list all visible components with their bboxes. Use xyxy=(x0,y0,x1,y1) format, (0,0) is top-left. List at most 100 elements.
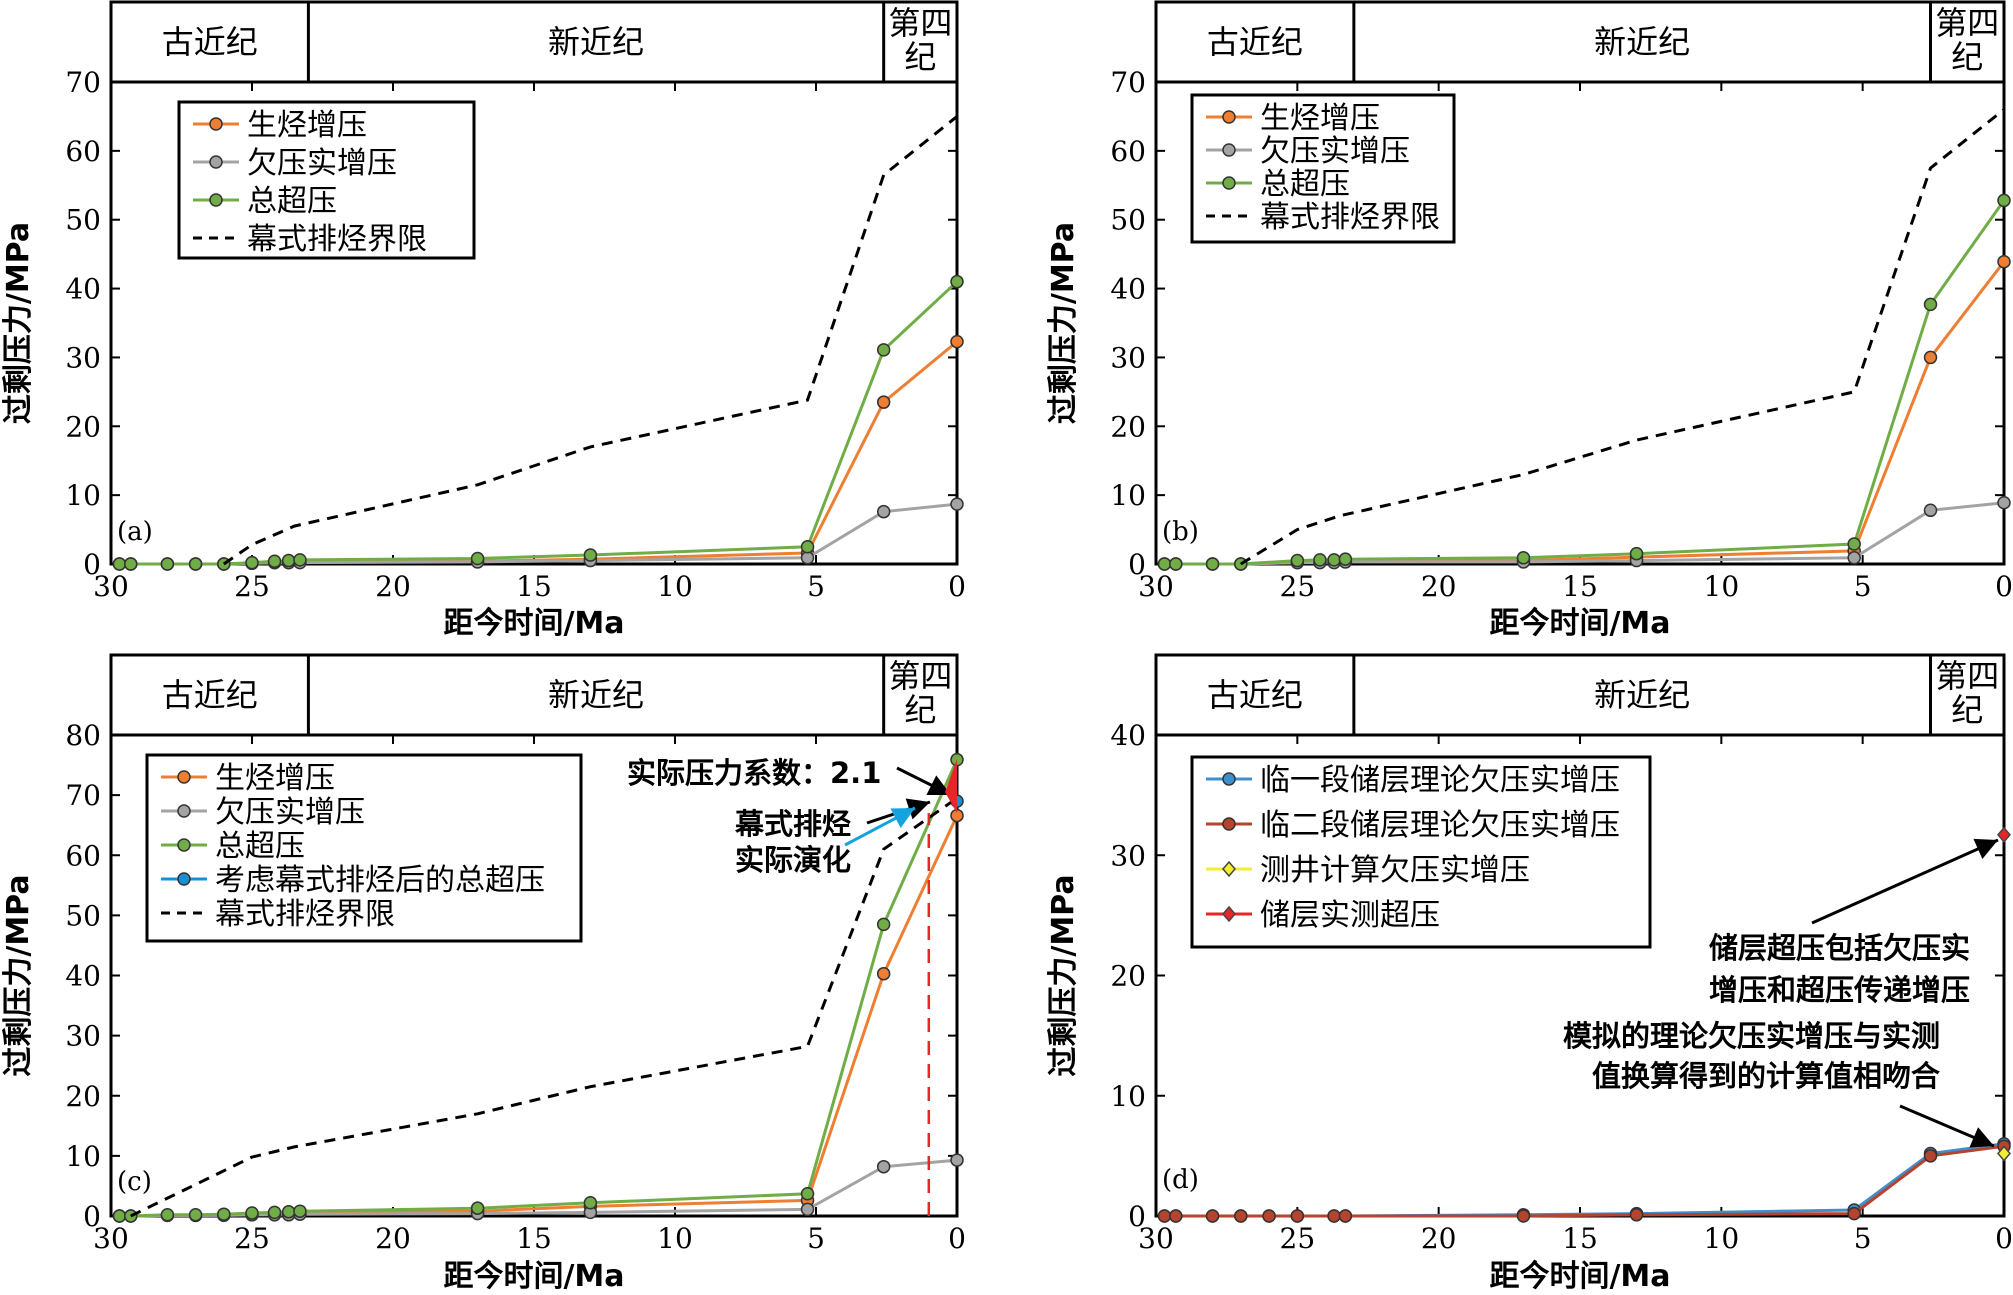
annotation-episodic-expulsion: 幕式排烃 xyxy=(734,807,851,841)
legend-label: 生烃增压 xyxy=(215,761,335,796)
x-tick-label: 0 xyxy=(1995,1222,2013,1255)
data-point xyxy=(160,1208,175,1222)
series-line xyxy=(119,340,958,566)
data-point xyxy=(160,557,175,571)
y-tick-label: 70 xyxy=(65,779,101,812)
legend-label: 幕式排烃界限 xyxy=(247,222,427,257)
x-tick-label: 0 xyxy=(948,570,966,603)
data-point xyxy=(1290,553,1305,568)
data-point xyxy=(1290,1209,1305,1223)
series-line xyxy=(119,280,959,566)
series-line xyxy=(1240,108,2005,566)
era-label-line: 古近纪 xyxy=(162,23,258,61)
panel-3: 古近纪 新近纪 第四纪 30 25 20 15 10 5 0 0 10 20 30 40 距今时间/Ma 过剩压… xyxy=(1046,653,2013,1294)
era-label: 新近纪 xyxy=(548,676,644,714)
y-tick-label: 40 xyxy=(1110,273,1146,306)
series-line xyxy=(119,502,958,566)
y-tick-label: 0 xyxy=(83,548,101,581)
series-line xyxy=(1164,1142,2005,1218)
annotation-model-match-line: 模拟的理论欠压实增压与实测 xyxy=(1563,1019,1940,1053)
legend-swatch-marker xyxy=(177,804,191,818)
data-point xyxy=(1516,1209,1531,1223)
data-point xyxy=(876,343,891,357)
y-tick-label: 30 xyxy=(1110,341,1146,374)
data-point xyxy=(800,1187,815,1201)
x-tick-label: 25 xyxy=(1280,570,1316,603)
data-point xyxy=(800,551,815,565)
y-tick-label: 0 xyxy=(1128,1200,1146,1233)
x-tick-label: 25 xyxy=(234,570,270,603)
data-point xyxy=(281,1205,296,1219)
data-point xyxy=(1997,193,2011,208)
annotation-reservoir-overpressure: 储层超压包括欠压实增压和超压传递增压 xyxy=(1709,931,1970,1007)
y-tick-label: 0 xyxy=(83,1200,101,1233)
era-label: 古近纪 xyxy=(1207,676,1303,714)
x-tick-label: 20 xyxy=(1421,1222,1457,1255)
panel-label: (b) xyxy=(1162,517,1199,547)
legend-swatch-marker xyxy=(177,770,191,784)
y-tick-label: 10 xyxy=(65,1140,101,1173)
series-group xyxy=(1157,826,2011,1223)
x-tick-label: 20 xyxy=(1421,570,1457,603)
y-tick-label: 10 xyxy=(1110,479,1146,512)
data-point xyxy=(1629,546,1644,561)
legend-swatch-marker xyxy=(177,838,191,852)
x-tick-label: 5 xyxy=(807,1222,825,1255)
legend-swatch-marker xyxy=(1222,860,1236,878)
data-point xyxy=(245,1206,259,1220)
era-label-line: 第四 xyxy=(888,4,952,42)
legend-label: 欠压实增压 xyxy=(247,146,397,181)
data-point xyxy=(950,274,964,289)
legend-label: 幕式排烃界限 xyxy=(1260,200,1440,235)
x-tick-label: 25 xyxy=(1280,1222,1316,1255)
data-point xyxy=(950,497,964,511)
x-tick-label: 10 xyxy=(1704,1222,1740,1255)
data-point xyxy=(1847,537,1861,551)
legend-label: 总超压 xyxy=(215,829,305,864)
annotation-arrow-head xyxy=(890,808,915,829)
y-tick-label: 0 xyxy=(1128,548,1146,581)
legend-swatch-marker xyxy=(209,193,223,207)
y-tick-label: 60 xyxy=(65,135,101,168)
y-axis-label: 过剩压力/MPa xyxy=(1046,874,1081,1076)
legend-box xyxy=(1190,93,1456,244)
series-line xyxy=(222,115,958,566)
x-axis-label: 距今时间/Ma xyxy=(443,1259,624,1294)
legend-label: 幕式排烃界限 xyxy=(215,897,395,932)
data-point xyxy=(1997,495,2011,510)
data-point xyxy=(876,395,891,409)
x-axis-label: 距今时间/Ma xyxy=(1489,606,1670,641)
data-point xyxy=(217,1207,231,1221)
legend-label: 欠压实增压 xyxy=(1260,134,1410,169)
data-point xyxy=(470,1201,485,1215)
legend-swatch-marker xyxy=(209,117,223,131)
y-axis-label: 过剩压力/MPa xyxy=(1,874,36,1076)
data-point xyxy=(876,1159,891,1174)
data-point xyxy=(267,554,282,568)
era-label-line: 新近纪 xyxy=(548,676,644,714)
legend-swatch-marker xyxy=(1222,110,1236,124)
y-axis-label: 过剩压力/MPa xyxy=(1046,222,1081,424)
era-label-line: 古近纪 xyxy=(162,676,258,714)
data-point xyxy=(583,1196,598,1210)
data-point xyxy=(1327,553,1341,567)
annotation-reservoir-overpressure-line: 增压和超压传递增压 xyxy=(1709,973,1970,1007)
era-label-line: 古近纪 xyxy=(1207,23,1303,61)
annotation-reservoir-overpressure-line: 储层超压包括欠压实 xyxy=(1709,931,1970,965)
data-point xyxy=(1516,551,1531,565)
data-point xyxy=(1338,552,1353,566)
legend-box xyxy=(1190,755,1652,949)
x-tick-label: 5 xyxy=(1854,570,1872,603)
annotation-model-match: 模拟的理论欠压实增压与实测值换算得到的计算值相吻合 xyxy=(1563,1019,1940,1093)
annotation-arrow-head xyxy=(1969,1127,1994,1148)
annotations: 储层超压包括欠压实增压和超压传递增压模拟的理论欠压实增压与实测值换算得到的计算值… xyxy=(1563,838,1999,1148)
annotation-actual-evolution: 实际演化 xyxy=(735,843,851,877)
x-axis-label: 距今时间/Ma xyxy=(1489,1259,1670,1294)
panel-label: (c) xyxy=(117,1167,152,1197)
annotation-red-wedge xyxy=(945,759,957,814)
data-point xyxy=(876,504,891,519)
